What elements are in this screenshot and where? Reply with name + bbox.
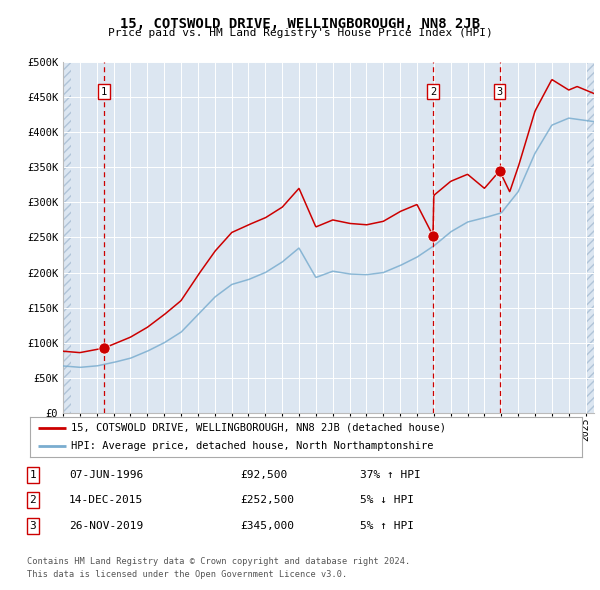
Text: £252,500: £252,500: [240, 496, 294, 505]
Text: 1: 1: [29, 470, 37, 480]
Text: £345,000: £345,000: [240, 521, 294, 530]
Text: 5% ↑ HPI: 5% ↑ HPI: [360, 521, 414, 530]
Text: 3: 3: [29, 521, 37, 530]
Text: 14-DEC-2015: 14-DEC-2015: [69, 496, 143, 505]
Text: 5% ↓ HPI: 5% ↓ HPI: [360, 496, 414, 505]
Text: 26-NOV-2019: 26-NOV-2019: [69, 521, 143, 530]
Text: 2: 2: [430, 87, 436, 97]
Text: 1: 1: [101, 87, 107, 97]
Text: 15, COTSWOLD DRIVE, WELLINGBOROUGH, NN8 2JB (detached house): 15, COTSWOLD DRIVE, WELLINGBOROUGH, NN8 …: [71, 423, 446, 433]
Text: 3: 3: [496, 87, 503, 97]
Text: This data is licensed under the Open Government Licence v3.0.: This data is licensed under the Open Gov…: [27, 571, 347, 579]
Text: HPI: Average price, detached house, North Northamptonshire: HPI: Average price, detached house, Nort…: [71, 441, 434, 451]
Text: Price paid vs. HM Land Registry's House Price Index (HPI): Price paid vs. HM Land Registry's House …: [107, 28, 493, 38]
Text: 2: 2: [29, 496, 37, 505]
Text: £92,500: £92,500: [240, 470, 287, 480]
Text: Contains HM Land Registry data © Crown copyright and database right 2024.: Contains HM Land Registry data © Crown c…: [27, 558, 410, 566]
Text: 15, COTSWOLD DRIVE, WELLINGBOROUGH, NN8 2JB: 15, COTSWOLD DRIVE, WELLINGBOROUGH, NN8 …: [120, 17, 480, 31]
Text: 37% ↑ HPI: 37% ↑ HPI: [360, 470, 421, 480]
Text: 07-JUN-1996: 07-JUN-1996: [69, 470, 143, 480]
